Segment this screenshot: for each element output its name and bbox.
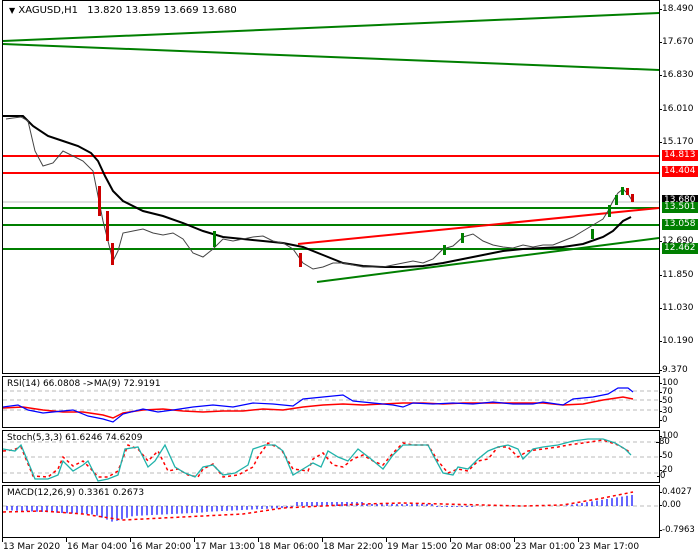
- stoch-tick: 0: [656, 471, 666, 481]
- price-tick: 11.030: [659, 303, 694, 313]
- current-price-label: 13.680: [662, 195, 698, 206]
- ohlc-values: 13.820 13.859 13.669 13.680: [87, 5, 237, 16]
- price-tick: 12.690: [659, 236, 694, 246]
- price-tick: 16.830: [659, 70, 694, 80]
- price-chart-canvas: [3, 12, 659, 283]
- menu-triangle-icon[interactable]: ▼: [9, 6, 16, 15]
- stoch-tick: 100: [658, 431, 679, 441]
- stochastic-title: Stoch(5,3,3) 61.6246 74.6209: [7, 433, 143, 443]
- macd-canvas: [3, 491, 659, 522]
- rsi-tick: 30: [659, 406, 673, 416]
- stoch-tick: 50: [659, 451, 673, 461]
- time-tick: 16 Mar 20:00: [129, 538, 192, 552]
- support-label: 12.462: [662, 243, 698, 254]
- stochastic-axis: 100 80 50 20 0: [656, 430, 700, 483]
- chart-title: ▼ XAGUSD,H1 13.820 13.859 13.669 13.680: [9, 5, 237, 16]
- price-chart-pane[interactable]: ▼ XAGUSD,H1 13.820 13.859 13.669 13.680: [2, 0, 660, 374]
- time-tick: 18 Mar 06:00: [257, 538, 320, 552]
- rsi-canvas: [3, 387, 659, 423]
- time-tick: 13 Mar 2020: [1, 538, 61, 552]
- stoch-tick: 80: [656, 437, 670, 447]
- price-tick: 11.850: [659, 270, 694, 280]
- time-tick: 16 Mar 04:00: [65, 538, 128, 552]
- macd-pane[interactable]: MACD(12,26,9) 0.3361 0.2673: [2, 485, 660, 538]
- price-tick: 9.370: [659, 365, 688, 375]
- macd-axis: 0.4027 0.00 -0.7963: [659, 485, 700, 538]
- macd-tick: 0.00: [659, 500, 681, 510]
- time-tick: 23 Mar 01:00: [513, 538, 576, 552]
- price-tick: 15.170: [659, 137, 694, 147]
- symbol-label: XAGUSD,H1: [18, 5, 79, 16]
- macd-tick: -0.7963: [659, 525, 695, 535]
- macd-tick: 0.4027: [659, 487, 692, 497]
- time-tick: 20 Mar 08:00: [449, 538, 512, 552]
- stochastic-pane[interactable]: Stoch(5,3,3) 61.6246 74.6209: [2, 430, 660, 483]
- time-tick: 18 Mar 22:00: [321, 538, 384, 552]
- rsi-tick: 70: [659, 387, 673, 397]
- rsi-axis: 100 70 50 30 0: [658, 376, 700, 428]
- price-tick: 18.490: [659, 4, 694, 14]
- rsi-title: RSI(14) 66.0808 ->MA(9) 72.9191: [7, 379, 161, 389]
- resistance-label: 14.404: [662, 166, 698, 177]
- rsi-tick: 0: [658, 415, 668, 425]
- price-axis[interactable]: 18.490 17.670 16.830 16.010 15.170 12.69…: [659, 0, 700, 375]
- support-label: 13.501: [662, 202, 698, 213]
- time-tick: 17 Mar 13:00: [193, 538, 256, 552]
- resistance-label: 14.813: [662, 150, 698, 161]
- rsi-pane[interactable]: RSI(14) 66.0808 ->MA(9) 72.9191: [2, 376, 660, 428]
- rsi-tick: 50: [659, 396, 673, 406]
- time-tick: 23 Mar 17:00: [577, 538, 640, 552]
- rsi-tick: 100: [658, 378, 679, 388]
- price-tick: 10.190: [659, 336, 694, 346]
- macd-title: MACD(12,26,9) 0.3361 0.2673: [7, 488, 145, 498]
- price-tick: 16.010: [659, 104, 694, 114]
- stoch-tick: 20: [659, 465, 673, 475]
- time-axis[interactable]: 13 Mar 2020 16 Mar 04:00 16 Mar 20:00 17…: [0, 538, 700, 560]
- price-tick: 17.670: [659, 37, 694, 47]
- support-label: 13.058: [662, 219, 698, 230]
- stochastic-canvas: [3, 438, 659, 482]
- time-tick: 19 Mar 15:00: [385, 538, 448, 552]
